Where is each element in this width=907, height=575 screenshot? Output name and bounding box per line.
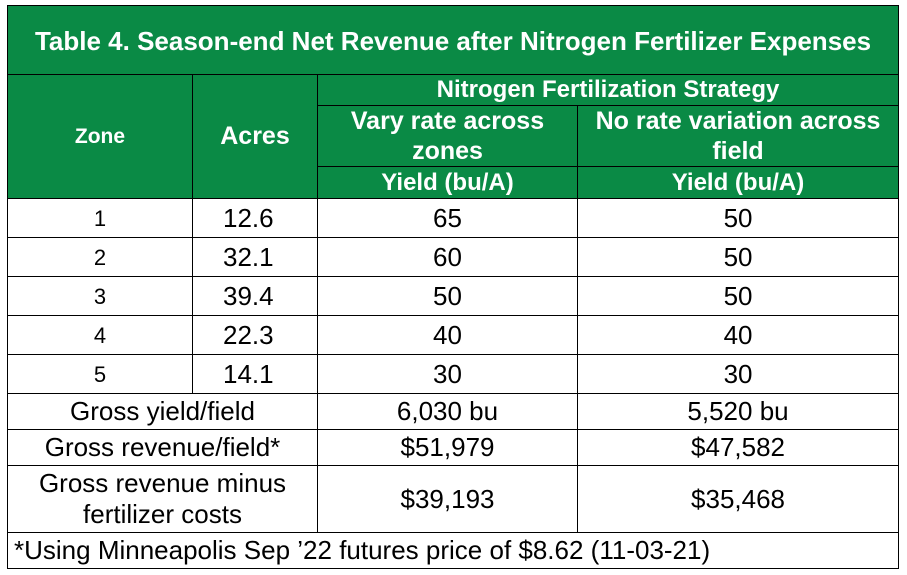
novary-yield-cell: 30: [578, 355, 899, 394]
acres-cell: 14.1: [193, 355, 318, 394]
acres-header: Acres: [193, 75, 318, 199]
summary-label: Gross revenue minus fertilizer costs: [8, 466, 318, 533]
vary-yield-cell: 65: [318, 199, 578, 238]
table-container: Table 4. Season-end Net Revenue after Ni…: [7, 5, 899, 569]
vary-yield-header: Yield (bu/A): [318, 167, 578, 199]
vary-summary-cell: $51,979: [318, 430, 578, 466]
acres-cell: 32.1: [193, 238, 318, 277]
table-title: Table 4. Season-end Net Revenue after Ni…: [8, 6, 899, 75]
footnote: *Using Minneapolis Sep ’22 futures price…: [8, 533, 899, 569]
table-row: 3 39.4 50 50: [8, 277, 899, 316]
vary-yield-cell: 30: [318, 355, 578, 394]
vary-yield-cell: 40: [318, 316, 578, 355]
summary-row: Gross revenue/field* $51,979 $47,582: [8, 430, 899, 466]
novary-yield-cell: 50: [578, 199, 899, 238]
acres-cell: 12.6: [193, 199, 318, 238]
vary-summary-cell: 6,030 bu: [318, 394, 578, 430]
table-row: 4 22.3 40 40: [8, 316, 899, 355]
summary-row: Gross yield/field 6,030 bu 5,520 bu: [8, 394, 899, 430]
acres-cell: 22.3: [193, 316, 318, 355]
novary-yield-cell: 50: [578, 238, 899, 277]
novary-summary-cell: 5,520 bu: [578, 394, 899, 430]
zone-cell: 5: [8, 355, 193, 394]
table-row: 1 12.6 65 50: [8, 199, 899, 238]
zone-cell: 3: [8, 277, 193, 316]
table-row: 5 14.1 30 30: [8, 355, 899, 394]
vary-rate-header: Vary rate across zones: [318, 106, 578, 167]
acres-cell: 39.4: [193, 277, 318, 316]
vary-yield-cell: 60: [318, 238, 578, 277]
zone-cell: 2: [8, 238, 193, 277]
zone-cell: 1: [8, 199, 193, 238]
vary-yield-cell: 50: [318, 277, 578, 316]
summary-label: Gross revenue/field*: [8, 430, 318, 466]
table-row: 2 32.1 60 50: [8, 238, 899, 277]
novary-yield-cell: 50: [578, 277, 899, 316]
novary-summary-cell: $35,468: [578, 466, 899, 533]
no-variation-header: No rate variation across field: [578, 106, 899, 167]
revenue-table: Table 4. Season-end Net Revenue after Ni…: [7, 5, 899, 569]
vary-summary-cell: $39,193: [318, 466, 578, 533]
zone-header: Zone: [8, 75, 193, 199]
zone-cell: 4: [8, 316, 193, 355]
novary-yield-header: Yield (bu/A): [578, 167, 899, 199]
strategy-header: Nitrogen Fertilization Strategy: [318, 75, 899, 106]
summary-label: Gross yield/field: [8, 394, 318, 430]
novary-summary-cell: $47,582: [578, 430, 899, 466]
novary-yield-cell: 40: [578, 316, 899, 355]
summary-row: Gross revenue minus fertilizer costs $39…: [8, 466, 899, 533]
